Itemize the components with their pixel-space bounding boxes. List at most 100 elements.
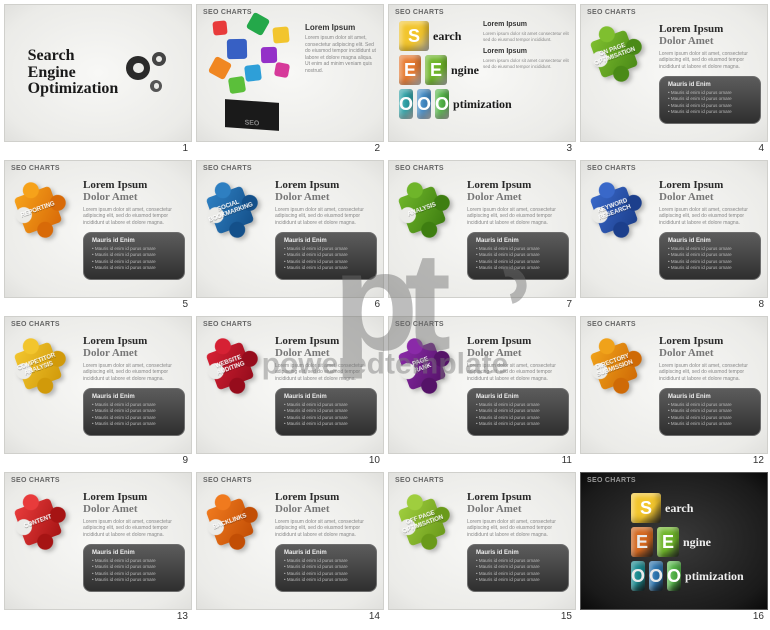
seo-cubes: SearchEEngineOOOptimization xyxy=(399,19,479,131)
slide-cell-7[interactable]: SEO CHARTS ANALYSISLorem IpsumDolor AmetL… xyxy=(388,160,576,312)
slide-number: 14 xyxy=(196,610,384,624)
box-title: Mauris id Enim xyxy=(92,394,177,400)
box-title: Mauris id Enim xyxy=(92,550,177,556)
slide-cell-3[interactable]: SEO CHARTS SearchEEngineOOOptimization L… xyxy=(388,4,576,156)
puzzle-piece: SOCIAL BOOKMARKING xyxy=(203,183,273,273)
slide-7: SEO CHARTS ANALYSISLorem IpsumDolor AmetL… xyxy=(388,160,576,298)
headline: Lorem IpsumDolor Amet xyxy=(275,491,377,515)
slide-cell-14[interactable]: SEO CHARTS BACKLINKSLorem IpsumDolor Amet… xyxy=(196,472,384,624)
info-box: Mauris id Enim • Mauris id enim id purus … xyxy=(275,388,377,436)
description: Lorem ipsum dolor sit amet, consectetur … xyxy=(659,363,761,382)
slide-cell-15[interactable]: SEO CHARTSOFF PAGE OPTIMISATIONLorem Ips… xyxy=(388,472,576,624)
headline: Lorem IpsumDolor Amet xyxy=(659,335,761,359)
info-box: Mauris id Enim• Mauris id enim id purus … xyxy=(83,388,185,436)
box-title: Mauris id Enim xyxy=(476,238,561,244)
box-lines: • Mauris id enim id purus ornare• Mauris… xyxy=(476,558,561,583)
headline: Lorem IpsumDolor Amet xyxy=(659,23,761,47)
box-lines: • Mauris id enim id purus ornare• Mauris… xyxy=(284,558,369,583)
headline: Lorem IpsumDolor Amet xyxy=(659,179,761,203)
slide-9: SEO CHARTSCOMPETITOR ANALYSISLorem Ipsum… xyxy=(4,316,192,454)
title-text: Search Engine Optimization xyxy=(28,48,119,98)
puzzle-label: REPORTING xyxy=(4,175,73,244)
description: Lorem ipsum dolor sit amet, consectetur … xyxy=(467,207,569,226)
slide-cell-5[interactable]: SEO CHARTSREPORTINGLorem IpsumDolor Amet… xyxy=(4,160,192,312)
box-lines: • Mauris id enim id purus ornare• Mauris… xyxy=(284,402,369,427)
slide-cell-10[interactable]: SEO CHARTSWEBSITE AUDITINGLorem IpsumDol… xyxy=(196,316,384,468)
slide-cell-13[interactable]: SEO CHARTSCONTENTLorem IpsumDolor AmetLo… xyxy=(4,472,192,624)
description: Lorem ipsum dolor sit amet, consectetur … xyxy=(83,363,185,382)
slide-cell-12[interactable]: SEO CHARTSDIRECTORY SUBMISSIONLorem Ipsu… xyxy=(580,316,768,468)
slide-content: Lorem IpsumDolor Amet Lorem ipsum dolor s… xyxy=(659,335,761,447)
slide-number: 12 xyxy=(580,454,768,468)
puzzle-piece: COMPETITOR ANALYSIS xyxy=(11,339,81,429)
slide-content: Lorem IpsumDolor AmetLorem ipsum dolor s… xyxy=(467,179,569,291)
slide-cell-4[interactable]: SEO CHARTSON PAGE OPTIMISATIONLorem Ipsu… xyxy=(580,4,768,156)
puzzle-piece: BACKLINKS xyxy=(203,495,273,585)
description: Lorem ipsum dolor sit amet, consectetur … xyxy=(83,207,185,226)
puzzle-label: KEYWORD RESEARCH xyxy=(580,175,649,244)
description: Lorem ipsum dolor sit amet, consectetur … xyxy=(275,363,377,382)
slide-number: 8 xyxy=(580,298,768,312)
puzzle-explosion: SEO xyxy=(203,13,303,133)
slide-15: SEO CHARTSOFF PAGE OPTIMISATIONLorem Ips… xyxy=(388,472,576,610)
slide-3: SEO CHARTS SearchEEngineOOOptimization L… xyxy=(388,4,576,142)
puzzle-label: SOCIAL BOOKMARKING xyxy=(196,175,265,244)
puzzle-piece: CONTENT xyxy=(11,495,81,585)
slide-16: SEO CHARTS SearchEEngineOOOptimization xyxy=(580,472,768,610)
seo-side-text: Lorem IpsumLorem ipsum dolor sit amet co… xyxy=(483,21,569,74)
slide-number: 11 xyxy=(388,454,576,468)
description: Lorem ipsum dolor sit amet, consectetur … xyxy=(275,207,377,226)
box-lines: • Mauris id enim id purus ornare• Mauris… xyxy=(476,246,561,271)
info-box: Mauris id Enim• Mauris id enim id purus … xyxy=(275,232,377,280)
puzzle-label: WEBSITE AUDITING xyxy=(196,331,265,400)
slide-number: 2 xyxy=(196,142,384,156)
header-label: SEO CHARTS xyxy=(203,165,252,172)
slide-number: 3 xyxy=(388,142,576,156)
header-label: SEO CHARTS xyxy=(203,477,252,484)
slide-cell-11[interactable]: SEO CHARTSPAGE RANKLorem IpsumDolor Amet… xyxy=(388,316,576,468)
slide-5: SEO CHARTSREPORTINGLorem IpsumDolor Amet… xyxy=(4,160,192,298)
slide-cell-16[interactable]: SEO CHARTS SearchEEngineOOOptimization 1… xyxy=(580,472,768,624)
box-lines: • Mauris id enim id purus ornare• Mauris… xyxy=(476,402,561,427)
puzzle-piece: REPORTING xyxy=(11,183,81,273)
description: Lorem ipsum dolor sit amet, consectetur … xyxy=(659,51,761,70)
box-title: Mauris id Enim xyxy=(284,394,369,400)
slide-cell-6[interactable]: SEO CHARTSSOCIAL BOOKMARKINGLorem IpsumD… xyxy=(196,160,384,312)
box-lines: • Mauris id enim id purus ornare• Mauris… xyxy=(668,90,753,115)
puzzle-label: ANALYSIS xyxy=(388,175,457,244)
slide-cell-1[interactable]: Search Engine Optimization 1 xyxy=(4,4,192,156)
slide-content: Lorem IpsumDolor AmetLorem ipsum dolor s… xyxy=(275,491,377,603)
header-label: SEO CHARTS xyxy=(395,477,444,484)
slide-number: 10 xyxy=(196,454,384,468)
slide-14: SEO CHARTS BACKLINKSLorem IpsumDolor Amet… xyxy=(196,472,384,610)
box-lines: • Mauris id enim id purus ornare• Mauris… xyxy=(668,246,753,271)
info-box: Mauris id Enim• Mauris id enim id purus … xyxy=(467,388,569,436)
header-label: SEO CHARTS xyxy=(587,321,636,328)
slide2-text: Lorem Ipsum Lorem ipsum dolor sit amet, … xyxy=(305,23,377,74)
slide-content: Lorem IpsumDolor AmetLorem ipsum dolor s… xyxy=(467,491,569,603)
headline: Lorem IpsumDolor Amet xyxy=(275,179,377,203)
header-label: SEO CHARTS xyxy=(395,165,444,172)
info-box: Mauris id Enim• Mauris id enim id purus … xyxy=(83,544,185,592)
slide-number: 1 xyxy=(4,142,192,156)
puzzle-label: CONTENT xyxy=(4,487,73,556)
slide-number: 6 xyxy=(196,298,384,312)
slide-cell-8[interactable]: SEO CHARTSKEYWORD RESEARCHLorem IpsumDol… xyxy=(580,160,768,312)
puzzle-piece: ON PAGE OPTIMISATION xyxy=(587,27,657,117)
seo-cubes: SearchEEngineOOOptimization xyxy=(631,491,711,603)
box-lines: • Mauris id enim id purus ornare• Mauris… xyxy=(668,402,753,427)
puzzle-piece: PAGE RANK xyxy=(395,339,465,429)
header-label: SEO CHARTS xyxy=(587,9,636,16)
header-label: SEO CHARTS xyxy=(587,165,636,172)
slide-number: 15 xyxy=(388,610,576,624)
box-title: Mauris id Enim xyxy=(284,550,369,556)
box-title: Mauris id Enim xyxy=(92,238,177,244)
slide-1: Search Engine Optimization xyxy=(4,4,192,142)
puzzle-piece: KEYWORD RESEARCH xyxy=(587,183,657,273)
description: Lorem ipsum dolor sit amet, consectetur … xyxy=(83,519,185,538)
slide-cell-9[interactable]: SEO CHARTSCOMPETITOR ANALYSISLorem Ipsum… xyxy=(4,316,192,468)
headline: Lorem IpsumDolor Amet xyxy=(275,335,377,359)
puzzle-label: ON PAGE OPTIMISATION xyxy=(580,19,649,88)
slide-cell-2[interactable]: SEO CHARTS SEO Lorem Ipsum Lorem ipsum d… xyxy=(196,4,384,156)
slide-number: 5 xyxy=(4,298,192,312)
